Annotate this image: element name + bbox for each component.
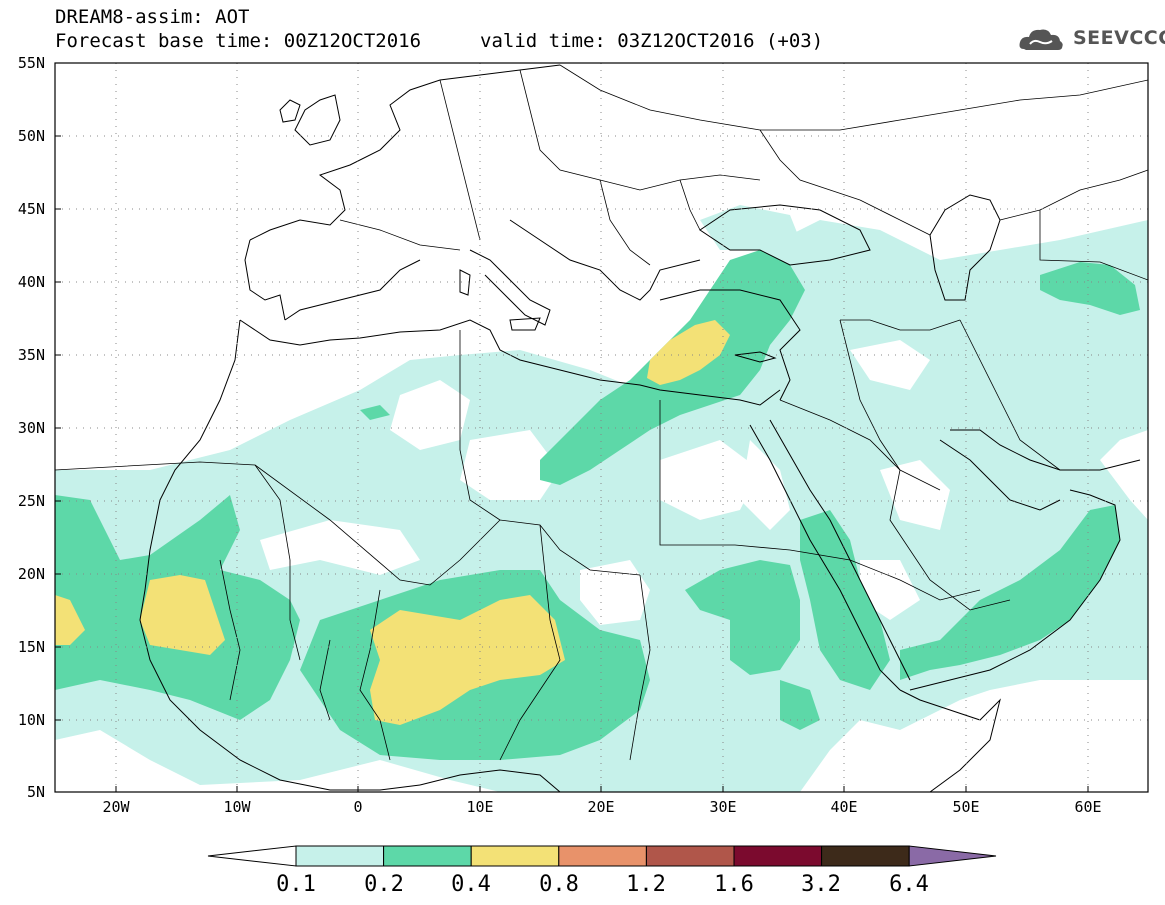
lat-label: 45N [18, 200, 45, 218]
colorbar-labels: 0.1 0.2 0.4 0.8 1.2 1.6 3.2 6.4 [276, 872, 929, 897]
colorbar-label: 3.2 [801, 872, 841, 897]
lat-label: 20N [18, 565, 45, 583]
colorbar-label: 0.2 [364, 872, 404, 897]
colorbar-label: 6.4 [889, 872, 929, 897]
lat-label: 55N [18, 54, 45, 72]
lon-label: 10E [466, 798, 493, 816]
forecast-base-time: Forecast base time: 00Z12OCT2016 [55, 30, 422, 52]
aot-field [55, 63, 1148, 792]
colorbar-label: 1.2 [626, 872, 666, 897]
lat-label: 35N [18, 346, 45, 364]
lat-label: 25N [18, 492, 45, 510]
valid-time: valid time: 03Z12OCT2016 (+03) [480, 30, 824, 52]
colorbar-swatch [645, 845, 735, 867]
colorbar-label: 0.8 [539, 872, 579, 897]
colorbar-arrow-high [908, 845, 997, 867]
logo-text: SEEVCCC [1073, 27, 1165, 49]
lon-label: 60E [1074, 798, 1101, 816]
lon-label: 10W [223, 798, 251, 816]
colorbar-swatch [558, 845, 647, 867]
lon-label: 30E [709, 798, 736, 816]
colorbar-label: 1.6 [714, 872, 754, 897]
lon-label: 20W [102, 798, 130, 816]
cloud-logo-icon [1019, 29, 1063, 50]
lat-label: 40N [18, 273, 45, 291]
colorbar [207, 845, 997, 867]
lat-label: 10N [18, 711, 45, 729]
coastlines [139, 64, 1141, 792]
colorbar-swatch [733, 845, 823, 867]
chart-title: DREAM8-assim: AOT [55, 6, 250, 28]
colorbar-swatch [295, 845, 385, 867]
lat-label: 50N [18, 127, 45, 145]
colorbar-swatch [821, 845, 910, 867]
lat-label: 15N [18, 638, 45, 656]
aot-contour-clear [260, 340, 950, 625]
lat-label: 30N [18, 419, 45, 437]
lon-label: 50E [952, 798, 979, 816]
axis-ticks [55, 62, 1089, 792]
colorbar-swatch [470, 845, 560, 867]
aot-contour-high [55, 320, 730, 725]
longitude-labels: 20W 10W 0 10E 20E 30E 40E 50E 60E [102, 798, 1101, 816]
lon-label: 0 [353, 798, 362, 816]
colorbar-swatch [383, 845, 472, 867]
colorbar-label: 0.4 [451, 872, 491, 897]
lon-label: 20E [587, 798, 614, 816]
grid-lines [55, 63, 1148, 792]
colorbar-label: 0.1 [276, 872, 316, 897]
colorbar-arrow-low [207, 845, 297, 867]
lat-label: 5N [27, 783, 45, 801]
lon-label: 40E [830, 798, 857, 816]
latitude-labels: 55N 50N 45N 40N 35N 30N 25N 20N 15N 10N … [18, 54, 45, 801]
